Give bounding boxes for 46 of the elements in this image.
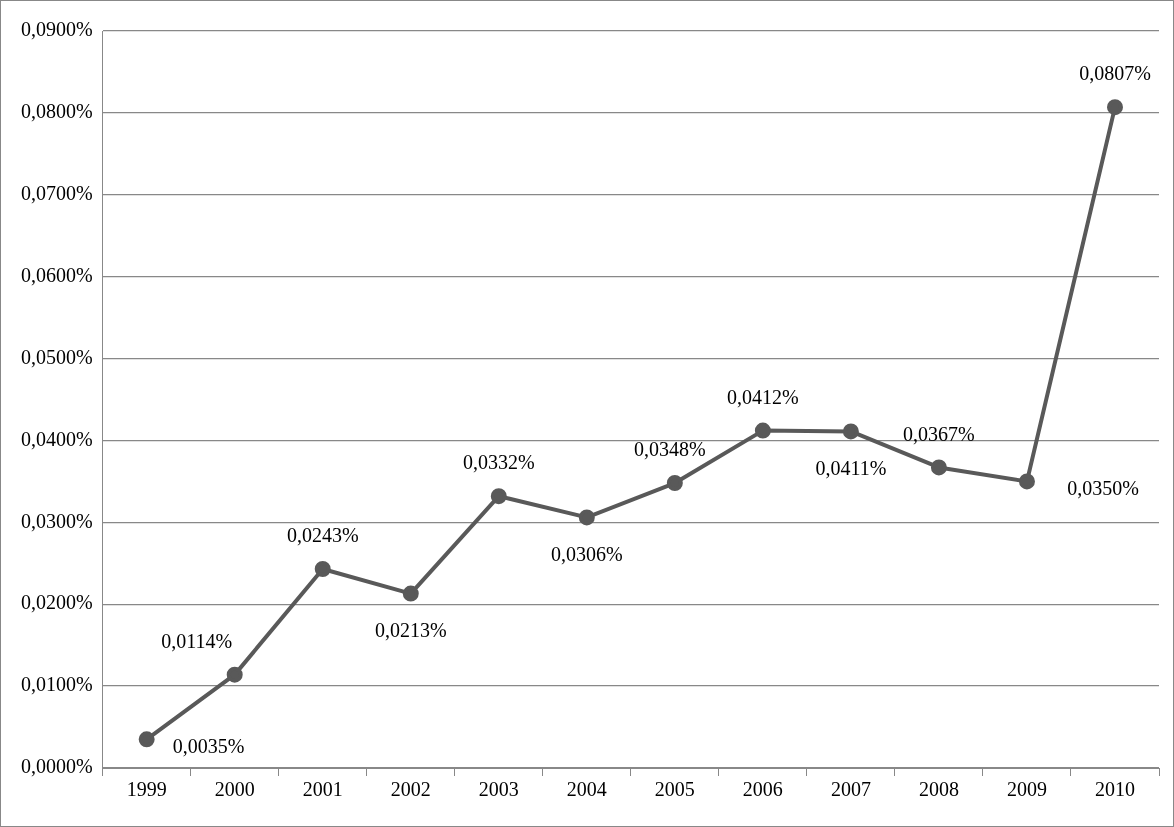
- data-label: 0,0350%: [1067, 476, 1139, 499]
- x-tick-label: 2003: [478, 778, 519, 801]
- y-tick-label: 0,0700%: [20, 182, 93, 205]
- point: [666, 475, 683, 492]
- data-label: 0,0332%: [462, 451, 535, 474]
- y-tick-label: 0,0200%: [20, 591, 93, 614]
- point: [138, 731, 155, 748]
- x-tick-label: 2004: [566, 778, 607, 801]
- point: [490, 488, 507, 505]
- point: [754, 422, 771, 439]
- x-tick-label: 2002: [390, 778, 431, 801]
- y-tick-label: 0,0000%: [20, 755, 93, 778]
- x-tick-label: 2008: [918, 778, 959, 801]
- x-tick-label: 2009: [1006, 778, 1047, 801]
- y-tick-label: 0,0100%: [20, 673, 93, 696]
- data-label: 0,0243%: [286, 524, 359, 547]
- y-tick-label: 0,0900%: [20, 18, 93, 41]
- y-tick-label: 0,0300%: [20, 509, 93, 532]
- y-tick-label: 0,0600%: [20, 263, 93, 286]
- x-tick-label: 2005: [654, 778, 695, 801]
- x-tick-label: 2001: [302, 778, 343, 801]
- x-tick-label: 1999: [126, 778, 167, 801]
- data-label: 0,0306%: [550, 542, 623, 565]
- data-label: 0,0412%: [727, 385, 799, 408]
- data-label: 0,0114%: [161, 629, 233, 652]
- x-tick-label: 2006: [742, 778, 783, 801]
- y-tick-label: 0,0400%: [20, 427, 93, 450]
- x-tick-label: 2000: [214, 778, 255, 801]
- point: [226, 666, 243, 683]
- x-tick-label: 2010: [1094, 778, 1135, 801]
- y-tick-label: 0,0500%: [20, 345, 93, 368]
- data-label: 0,0035%: [172, 734, 245, 757]
- point: [578, 509, 595, 526]
- point: [402, 585, 419, 602]
- point: [842, 423, 859, 440]
- data-label: 0,0367%: [903, 422, 975, 445]
- x-tick-label: 2007: [830, 778, 871, 801]
- point: [314, 561, 331, 578]
- data-label: 0,0807%: [1079, 62, 1151, 85]
- point: [1018, 473, 1035, 490]
- y-tick-label: 0,0800%: [20, 100, 93, 123]
- point: [1106, 99, 1123, 116]
- point: [930, 459, 947, 476]
- data-label: 0,0213%: [374, 618, 447, 641]
- data-label: 0,0348%: [634, 438, 706, 461]
- data-label: 0,0411%: [815, 456, 887, 479]
